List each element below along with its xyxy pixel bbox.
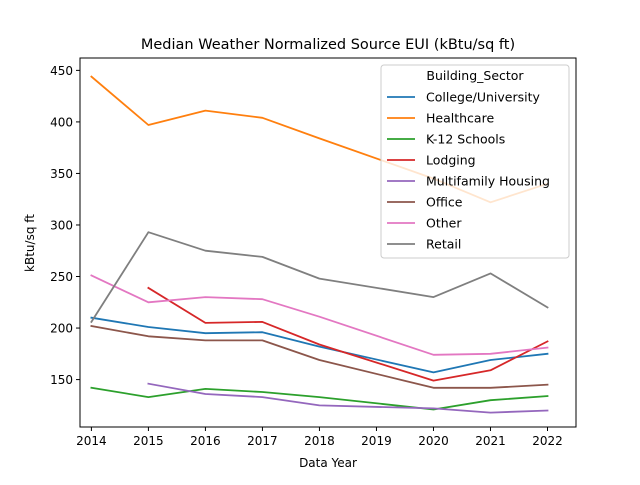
legend-label: K-12 Schools [426,132,505,147]
series-line-office [90,324,549,389]
x-tick-label: 2019 [361,434,392,448]
y-tick-label: 450 [50,64,73,78]
y-tick-label: 200 [50,322,73,336]
legend-title: Building_Sector [426,68,524,83]
y-tick-label: 250 [50,270,73,284]
y-tick-label: 300 [50,218,73,232]
legend: Building_Sector College/University Health… [380,64,570,259]
y-axis-label: kBtu/sq ft [23,214,37,272]
axes-layer: 2014 2015 2016 2017 2018 2019 2020 2021 2022 150 2… [50,57,577,448]
x-tick-label: 2014 [76,434,107,448]
legend-label: College/University [426,90,541,105]
y-tick-label: 150 [50,373,73,387]
x-tick-label: 2022 [532,434,563,448]
series-line-retail [90,231,549,324]
y-tick-label: 400 [50,115,73,129]
plot-frame [79,57,577,428]
y-tick-label: 350 [50,167,73,181]
series-line-k-12-schools [90,386,549,411]
legend-label: Other [426,216,462,231]
x-tick-label: 2021 [475,434,506,448]
x-tick-label: 2020 [418,434,449,448]
legend-label: Lodging [426,153,476,168]
legend-box [380,64,570,259]
legend-label: Retail [426,237,461,252]
series-line-college-university [90,316,549,374]
chart-title: Median Weather Normalized Source EUI (kB… [141,37,515,53]
series-line-multifamily-housing [147,382,549,414]
legend-label: Multifamily Housing [426,174,550,189]
x-axis-label: Data Year [299,456,357,470]
series-line-other [90,274,549,356]
legend-label: Office [426,195,463,210]
series-line-lodging [147,286,549,382]
x-tick-label: 2017 [247,434,278,448]
series-layer [90,75,549,414]
x-tick-label: 2016 [190,434,221,448]
legend-label: Healthcare [426,111,494,126]
legend-items: College/University Healthcare K-12 Schools… [387,90,550,252]
x-tick-label: 2015 [133,434,164,448]
x-tick-label: 2018 [304,434,335,448]
